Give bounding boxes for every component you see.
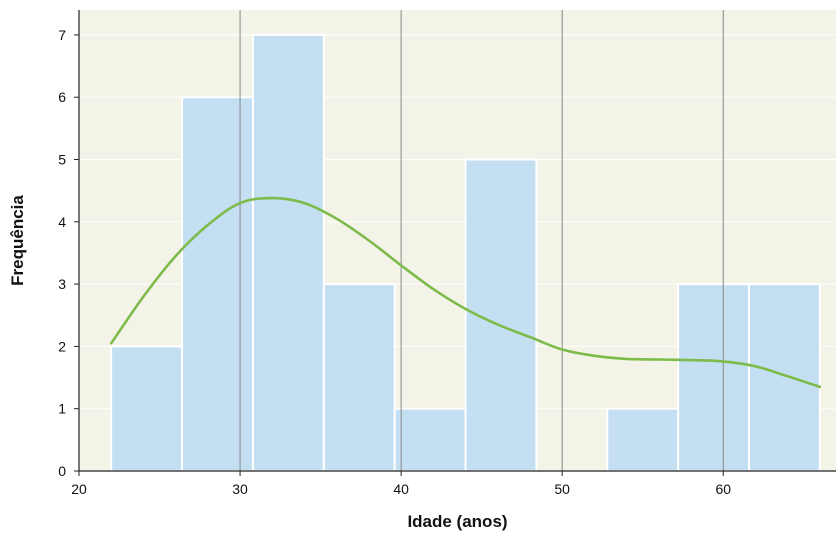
density-curve	[109, 196, 822, 389]
y-tick-label: 7	[58, 27, 66, 43]
y-tick-label: 2	[58, 338, 66, 354]
vertical-gridlines	[239, 10, 724, 471]
histogram-bar	[322, 283, 396, 472]
histogram-bar	[181, 96, 254, 472]
histogram-bar	[748, 283, 821, 472]
histogram-bar	[393, 407, 467, 472]
x-tick-label: 20	[71, 481, 87, 497]
x-axis-title: Idade (anos)	[407, 512, 507, 531]
histogram-bar	[251, 33, 325, 473]
y-tick-label: 5	[58, 152, 66, 168]
y-tick-label: 3	[58, 276, 66, 292]
y-tick-label: 1	[58, 401, 66, 417]
y-tick-label: 6	[58, 89, 66, 105]
x-tick-label: 40	[393, 481, 409, 497]
x-tick-label: 30	[232, 481, 248, 497]
y-tick-label: 0	[58, 463, 66, 479]
y-axis-title: Frequência	[8, 195, 27, 286]
y-tick-label: 4	[58, 214, 66, 230]
y-axis-ticks: 0 1 2 3 4 5 6 7	[58, 27, 79, 479]
histogram-bar	[677, 283, 751, 472]
x-tick-label: 60	[715, 481, 731, 497]
x-axis-ticks: 20 30 40 50 60	[71, 471, 731, 497]
histogram-bar	[606, 407, 680, 472]
x-tick-label: 50	[554, 481, 570, 497]
histogram-bar	[110, 345, 184, 472]
